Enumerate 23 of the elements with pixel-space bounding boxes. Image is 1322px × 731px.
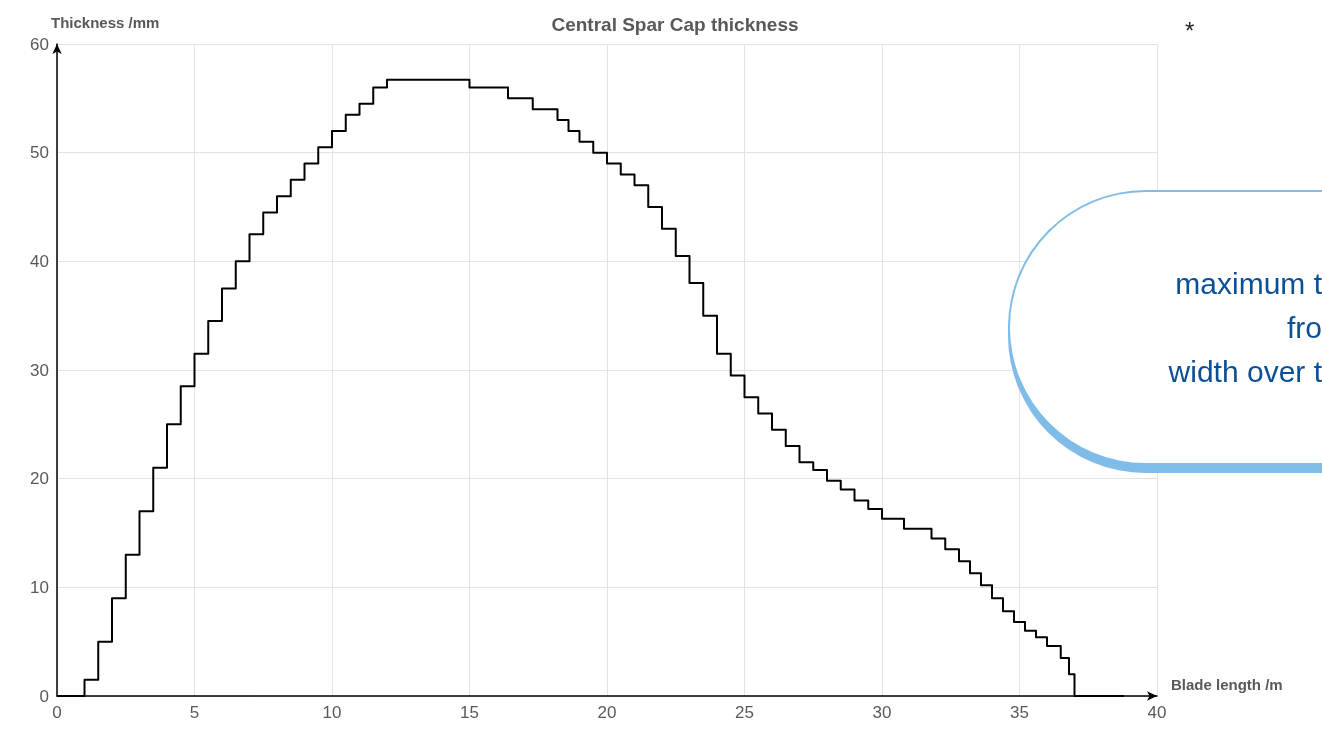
x-tick-label: 15 [460, 703, 479, 722]
text: fro [1286, 310, 1322, 346]
chart-title: Central Spar Cap thickness [551, 14, 799, 35]
x-tick-label: 30 [872, 703, 892, 722]
text: width over t [1167, 354, 1322, 390]
y-axis-title: Thickness /mm [51, 14, 160, 31]
y-tick-label: 50 [30, 143, 49, 163]
x-axis-title: Blade length /m [1171, 676, 1283, 693]
x-tick-label: 40 [1147, 703, 1167, 722]
x-tick-label: 35 [1010, 703, 1029, 722]
y-tick-label: 10 [30, 577, 49, 597]
text: maximum t [1174, 266, 1322, 302]
y-tick-label: 60 [30, 34, 49, 54]
x-tick-label: 20 [597, 703, 617, 722]
y-tick-label: 40 [30, 251, 49, 271]
y-tick-label: 0 [39, 686, 49, 706]
x-tick-label: 0 [52, 703, 62, 722]
x-tick-label: 10 [322, 703, 342, 722]
x-tick-label: 5 [189, 703, 200, 722]
y-tick-label: 20 [30, 469, 49, 489]
y-tick-label: 30 [30, 360, 49, 380]
x-tick-label: 25 [735, 703, 754, 722]
text: * [1185, 16, 1195, 44]
